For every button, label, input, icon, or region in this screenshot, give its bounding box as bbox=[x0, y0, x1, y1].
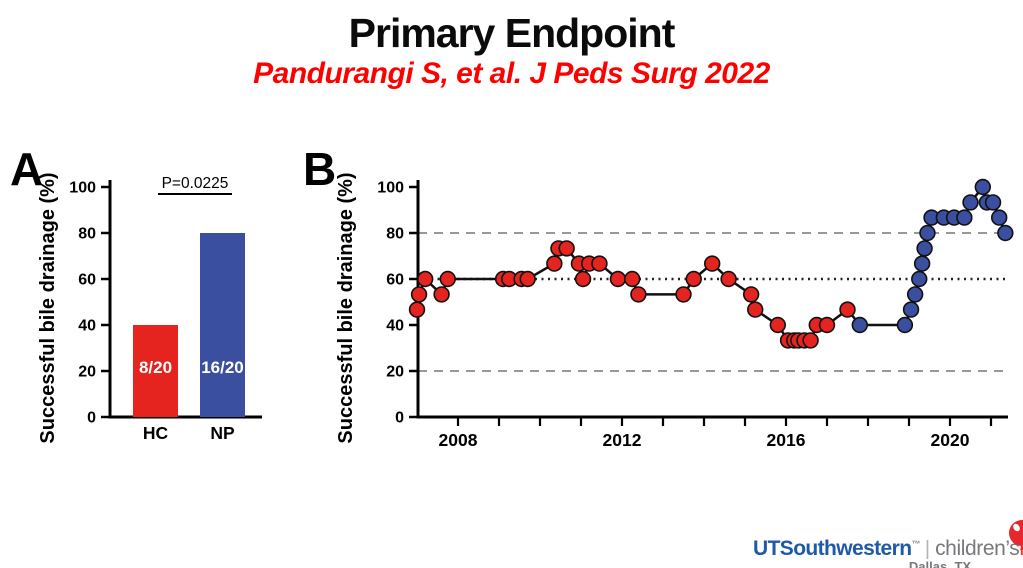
data-point-HC bbox=[439, 270, 456, 288]
balloon-icon bbox=[1009, 520, 1023, 550]
y-tick-label: 100 bbox=[69, 180, 96, 197]
slide-title: Primary Endpoint bbox=[348, 10, 676, 56]
p-value-label: P=0.0225 bbox=[162, 175, 229, 192]
logo-divider: | bbox=[924, 538, 931, 560]
data-point-NP bbox=[851, 316, 868, 334]
data-point-HC bbox=[410, 286, 428, 303]
line-chart-panel-b: 0 20 40 60 80 100 2008 2012 2016 2020 Successful b… bbox=[335, 172, 1014, 450]
y-axis-title: Successful bile drainage (%) bbox=[335, 172, 357, 443]
bar-chart-panel-a: 0 20 40 60 80 100 Successful bile drainage (%)… bbox=[37, 172, 262, 444]
data-point-HC bbox=[591, 255, 608, 272]
data-point-HC bbox=[408, 301, 426, 318]
panel-a-label: A bbox=[10, 143, 44, 195]
data-point-HC bbox=[685, 270, 702, 288]
data-point-HC bbox=[742, 286, 760, 303]
y-tick-label: 40 bbox=[386, 318, 404, 335]
data-point-HC bbox=[704, 255, 721, 272]
x-category-label: NP bbox=[210, 423, 235, 443]
x-tick-label: 2016 bbox=[767, 430, 806, 450]
data-point-NP bbox=[919, 224, 936, 242]
data-point-HC bbox=[818, 316, 836, 334]
data-point-HC bbox=[624, 270, 641, 288]
data-point-HC bbox=[802, 332, 819, 349]
trademark-symbol: ™ bbox=[911, 539, 920, 549]
y-tick-label: 20 bbox=[78, 364, 96, 381]
y-tick-label: 40 bbox=[78, 318, 96, 335]
y-tick-label: 0 bbox=[395, 410, 404, 427]
data-point-HC bbox=[546, 255, 563, 272]
data-point-NP bbox=[896, 316, 914, 334]
bar-HC bbox=[133, 325, 178, 417]
y-tick-label: 60 bbox=[78, 272, 96, 289]
bar-NP bbox=[200, 233, 245, 417]
y-tick-label: 20 bbox=[386, 364, 404, 381]
data-point-HC bbox=[558, 240, 575, 257]
x-tick-label: 2020 bbox=[931, 430, 970, 450]
data-point-NP bbox=[956, 209, 973, 226]
utsouthwestern-logo: UTSouthwestern™ bbox=[753, 537, 920, 560]
data-point-NP bbox=[902, 301, 920, 318]
footer-logos: UTSouthwestern™|children’shealth bbox=[753, 537, 1023, 561]
y-tick-label: 80 bbox=[386, 226, 404, 243]
data-point-NP bbox=[984, 194, 1002, 211]
data-point-NP bbox=[962, 194, 979, 211]
data-point-NP bbox=[911, 270, 928, 288]
data-point-NP bbox=[997, 224, 1014, 242]
logo-city-label: Dallas, TX bbox=[908, 559, 972, 568]
data-point-NP bbox=[990, 209, 1008, 226]
childrens-health-logo-gray: children’s bbox=[935, 537, 1020, 560]
y-tick-label: 100 bbox=[377, 180, 404, 197]
data-point-NP bbox=[974, 178, 991, 196]
y-tick-label: 80 bbox=[78, 226, 96, 243]
data-point-HC bbox=[433, 286, 450, 303]
data-point-NP bbox=[913, 255, 931, 272]
data-point-HC bbox=[416, 270, 434, 288]
data-point-NP bbox=[916, 240, 933, 257]
bar-count-label: 16/20 bbox=[201, 358, 244, 377]
x-tick-label: 2008 bbox=[439, 430, 478, 450]
data-point-HC bbox=[769, 316, 786, 334]
x-category-label: HC bbox=[143, 423, 169, 443]
y-axis-title: Successful bile drainage (%) bbox=[37, 172, 59, 443]
data-point-HC bbox=[675, 286, 692, 303]
data-point-HC bbox=[839, 301, 856, 318]
y-tick-label: 0 bbox=[87, 410, 96, 427]
data-point-HC bbox=[630, 286, 647, 303]
bar-count-label: 8/20 bbox=[139, 358, 172, 377]
data-point-HC bbox=[574, 270, 592, 288]
data-point-HC bbox=[720, 270, 737, 288]
data-point-NP bbox=[906, 286, 924, 303]
x-tick-label: 2012 bbox=[603, 430, 642, 450]
data-point-HC bbox=[609, 270, 627, 288]
slide-citation: Pandurangi S, et al. J Peds Surg 2022 bbox=[253, 57, 770, 90]
data-point-HC bbox=[747, 301, 764, 318]
y-tick-label: 60 bbox=[386, 272, 404, 289]
data-point-HC bbox=[519, 270, 536, 288]
panel-b-label: B bbox=[303, 143, 337, 195]
